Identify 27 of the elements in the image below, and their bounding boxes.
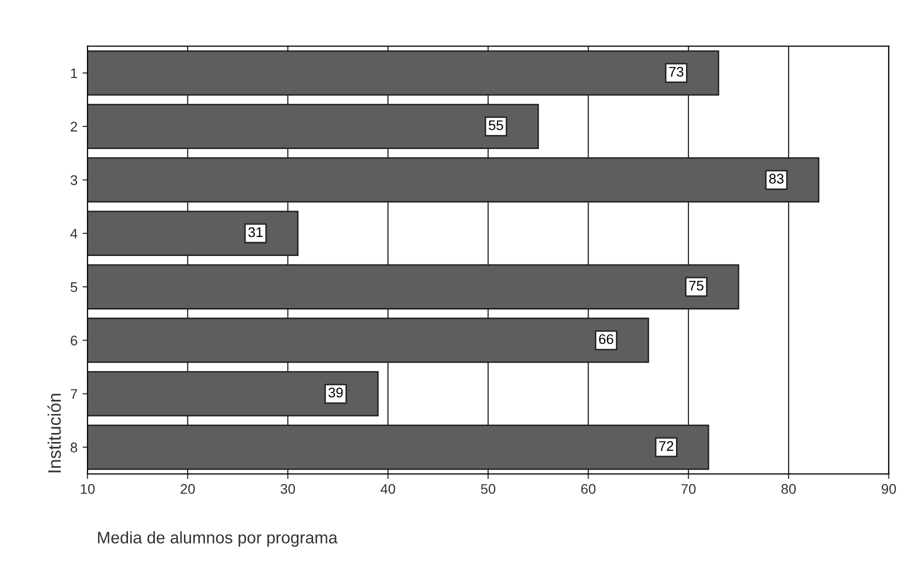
x-tick-label: 80	[781, 484, 796, 494]
x-tick-label: 20	[180, 484, 195, 494]
y-tick-label: 1	[71, 68, 78, 78]
data-label: 31	[248, 227, 263, 238]
y-tick-label: 5	[70, 282, 78, 292]
x-tick-label: 40	[380, 484, 396, 494]
y-axis-title: Institución	[47, 394, 61, 472]
y-tick-label: 8	[70, 442, 78, 452]
y-tick-label: 6	[70, 336, 78, 346]
data-label: 55	[488, 120, 504, 130]
x-tick-label: 60	[581, 484, 596, 494]
y-tick-label: 2	[70, 122, 78, 132]
data-label: 73	[669, 66, 684, 77]
data-label: 75	[689, 280, 704, 291]
y-tick-label: 7	[70, 389, 78, 399]
y-tick-label: 4	[70, 228, 78, 238]
x-tick-label: 50	[480, 484, 496, 494]
x-tick-label: 90	[882, 484, 896, 494]
x-tick-label: 10	[80, 484, 95, 494]
x-tick-label: 70	[681, 484, 696, 494]
y-tick-label: 3	[70, 175, 78, 186]
data-label: 39	[328, 388, 343, 398]
x-tick-label: 30	[280, 484, 295, 494]
data-label: 83	[769, 174, 784, 184]
data-label: 66	[599, 334, 614, 344]
x-axis-title: Media de alumnos por programa	[98, 531, 338, 547]
data-label: 72	[659, 441, 674, 451]
